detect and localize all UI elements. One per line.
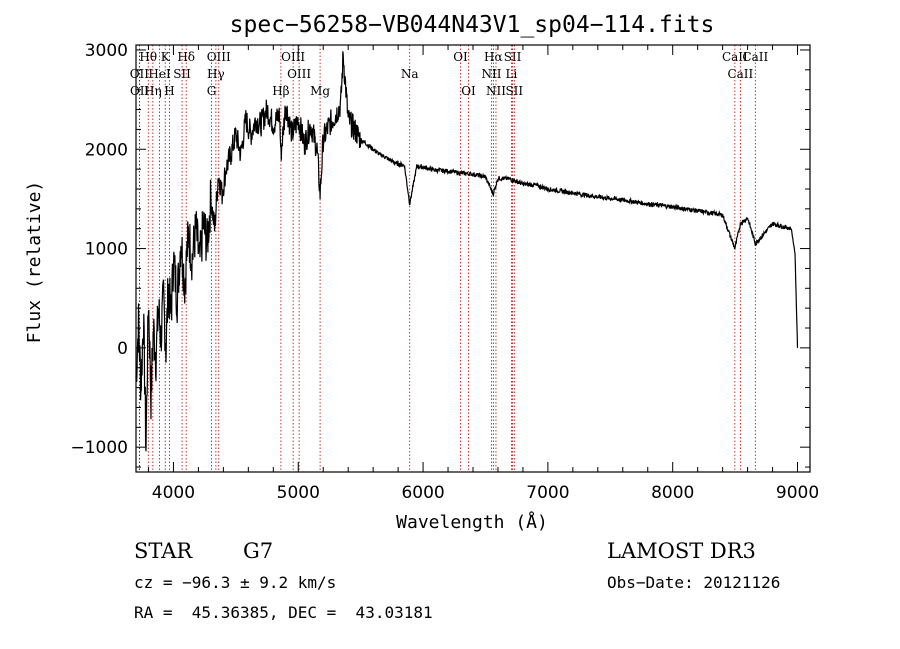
chart-title: spec−56258−VB044N43V1_sp04−114.fits xyxy=(230,12,715,38)
line-label: OIII xyxy=(207,50,231,64)
line-label: Hη xyxy=(144,84,162,98)
x-tick-label: 5000 xyxy=(277,483,320,503)
line-label: K xyxy=(161,50,171,64)
line-label: Hα xyxy=(484,50,503,64)
spectrum-line xyxy=(135,51,799,452)
line-label: CaII xyxy=(727,67,753,81)
line-label: OIII xyxy=(281,50,305,64)
plot-frame xyxy=(135,44,811,473)
y-tick-label: 3000 xyxy=(85,41,128,61)
line-label: Na xyxy=(401,67,419,81)
y-tick-label: 0 xyxy=(117,339,128,359)
y-tick-label: −1000 xyxy=(70,438,128,458)
x-tick-label: 6000 xyxy=(401,483,444,503)
redshift-velocity: cz = −96.3 ± 9.2 km/s xyxy=(134,573,337,592)
object-subclass: G7 xyxy=(243,539,274,563)
line-label: OI xyxy=(453,50,468,64)
line-label: NII xyxy=(481,67,501,81)
line-label: SII xyxy=(173,67,191,81)
line-label: H xyxy=(164,84,174,98)
line-label: G xyxy=(207,84,217,98)
x-tick-label: 4000 xyxy=(152,483,195,503)
line-label: Hγ xyxy=(207,67,225,81)
object-class: STAR xyxy=(134,539,193,563)
y-tick-label: 2000 xyxy=(85,140,128,160)
line-label: NII xyxy=(486,84,506,98)
observation-date: Obs−Date: 20121126 xyxy=(607,573,781,592)
y-axis-label: Flux (relative) xyxy=(24,181,45,344)
x-tick-label: 8000 xyxy=(651,483,694,503)
axis-tick-labels: 4000 5000 6000 7000 8000 9000 −1000 0 1000 2000 30… xyxy=(70,41,819,503)
line-label: SII xyxy=(505,84,523,98)
line-label: HeI xyxy=(148,67,171,81)
line-label: OII xyxy=(130,84,150,98)
line-label: Mg xyxy=(310,84,330,98)
line-label: CaII xyxy=(722,50,748,64)
line-label: Li xyxy=(506,67,518,81)
line-label: SII xyxy=(504,50,522,64)
spectral-line-markers xyxy=(138,45,756,472)
line-label: CaII xyxy=(742,50,768,64)
x-tick-label: 7000 xyxy=(526,483,569,503)
line-label: Hδ xyxy=(177,50,195,64)
line-label: OIII xyxy=(287,67,311,81)
sky-coordinates: RA = 45.36385, DEC = 43.03181 xyxy=(134,603,433,622)
line-label: OII xyxy=(130,67,150,81)
line-label: Hθ xyxy=(139,50,157,64)
axis-ticks xyxy=(136,45,810,472)
x-axis-label: Wavelength (Å) xyxy=(396,511,548,533)
line-label: OI xyxy=(461,84,476,98)
survey-name: LAMOST DR3 xyxy=(607,539,756,563)
x-tick-label: 9000 xyxy=(776,483,819,503)
line-label: Hβ xyxy=(272,84,289,98)
spectrum-chart: spec−56258−VB044N43V1_sp04−114.fits Hθ K H… xyxy=(24,12,819,533)
y-tick-label: 1000 xyxy=(85,240,128,260)
